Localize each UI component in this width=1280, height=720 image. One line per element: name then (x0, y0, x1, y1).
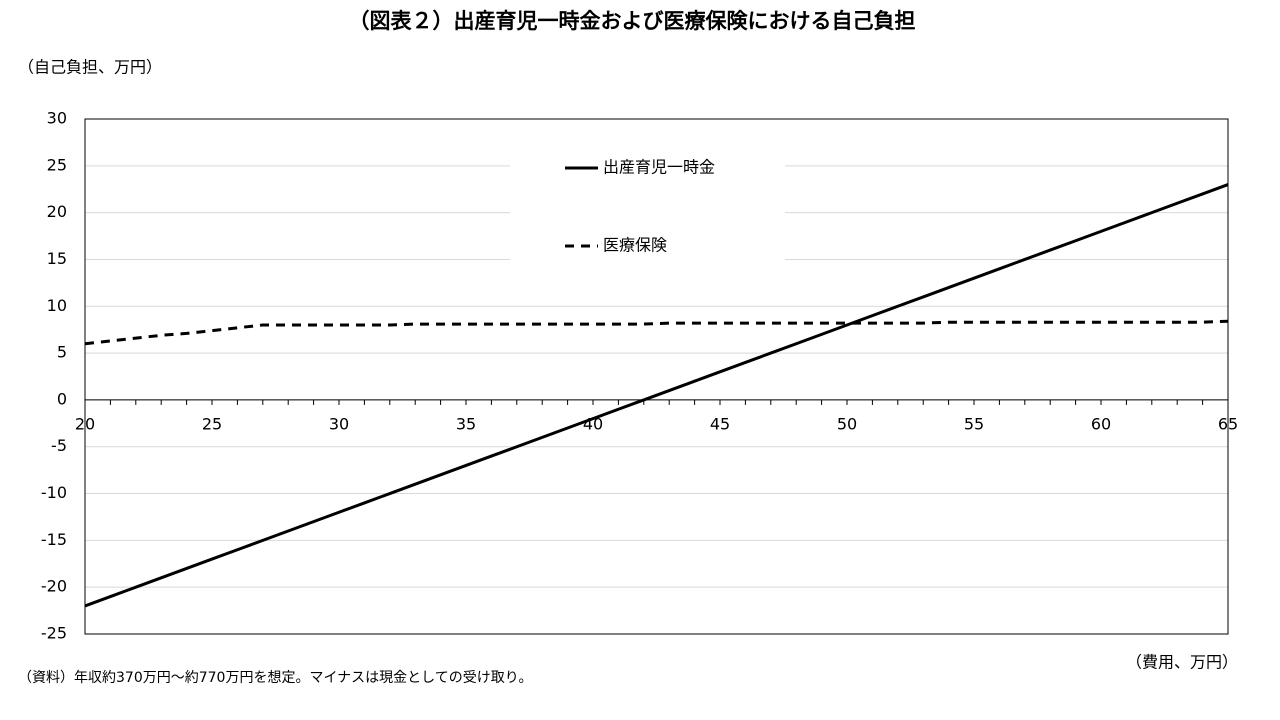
y-tick-label: 30 (47, 109, 67, 128)
legend-box (510, 140, 785, 265)
x-tick-label: 30 (329, 414, 349, 433)
plot-border (84, 118, 1229, 635)
y-tick-label: 25 (47, 155, 67, 174)
y-tick-label: -5 (51, 436, 67, 455)
x-tick-label: 65 (1218, 414, 1238, 433)
note: （資料）年収約370万円〜約770万円を想定。マイナスは現金としての受け取り。 (18, 670, 532, 686)
chart-title: （図表２）出産育児一時金および医療保険における自己負担 (349, 9, 916, 33)
x-tick-label: 45 (710, 414, 730, 433)
x-tick-label: 60 (1091, 414, 1111, 433)
y-tick-label: -20 (41, 577, 67, 596)
legend-label: 医療保険 (603, 236, 667, 255)
y-tick-label: 15 (47, 249, 67, 268)
series-line (84, 183, 1229, 608)
legend-label: 出産育児一時金 (603, 158, 715, 177)
x-tick-label: 50 (837, 414, 857, 433)
x-tick-label: 20 (75, 414, 95, 433)
series-line (84, 319, 1229, 346)
x-tick-label: 55 (964, 414, 984, 433)
y-tick-label: 10 (47, 296, 67, 315)
y-tick-label: 20 (47, 202, 67, 221)
y-tick-label: -25 (41, 624, 67, 643)
y-tick-label: 5 (57, 343, 67, 362)
x-tick-label: 25 (202, 414, 222, 433)
y-tick-label: 0 (57, 389, 67, 408)
x-tick-label: 35 (456, 414, 476, 433)
y-axis-label: （自己負担、万円） (18, 58, 162, 77)
y-tick-label: -15 (41, 530, 67, 549)
x-axis-label: （費用、万円） (1126, 653, 1238, 672)
y-tick-label: -10 (41, 483, 67, 502)
